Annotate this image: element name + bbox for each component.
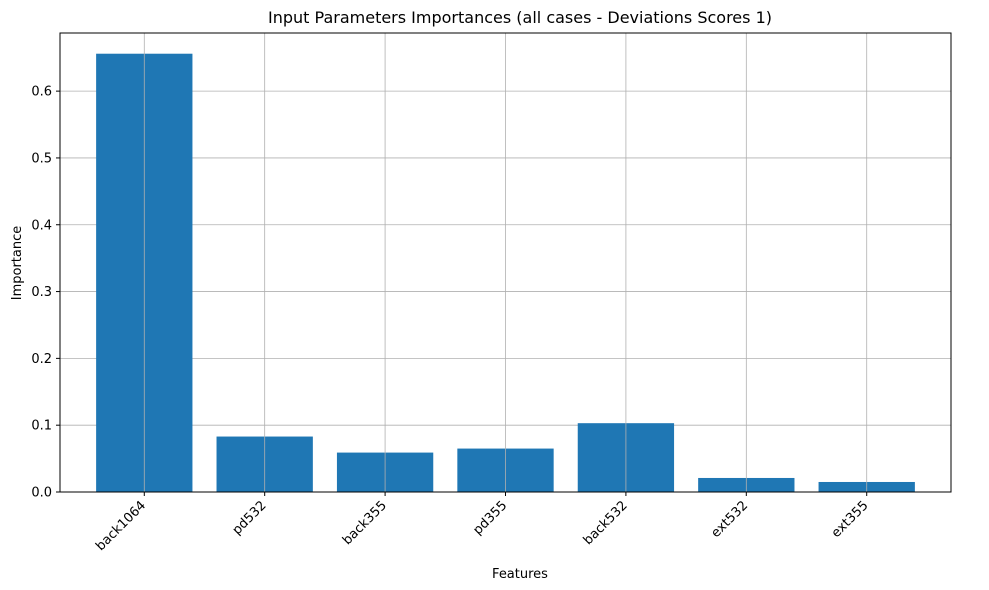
x-tick-label-pd532: pd532 — [230, 498, 270, 538]
chart-title: Input Parameters Importances (all cases … — [268, 8, 772, 27]
y-tick-label: 0.4 — [31, 218, 52, 233]
x-tick-label-back532: back532 — [581, 498, 631, 548]
x-axis-label: Features — [492, 567, 548, 582]
y-tick-label: 0.1 — [31, 419, 52, 434]
x-tick-label-ext355: ext355 — [829, 498, 872, 541]
y-tick-label: 0.2 — [31, 352, 52, 367]
y-axis-label: Importance — [10, 226, 25, 301]
x-axis-ticks: back1064 pd532 back355 pd355 back532 ext532 ex… — [93, 492, 872, 554]
x-grid-lines — [143, 33, 868, 492]
x-tick-label-back1064: back1064 — [93, 498, 149, 554]
y-tick-label: 0.3 — [31, 285, 52, 300]
x-tick-label-ext532: ext532 — [708, 498, 751, 541]
y-tick-label: 0.6 — [31, 85, 52, 100]
x-tick-label-back355: back355 — [340, 498, 390, 548]
y-axis-ticks: 0.0 0.1 0.2 0.3 0.4 0.5 0.6 — [31, 85, 60, 501]
y-tick-label: 0.5 — [31, 151, 52, 166]
x-tick-label-pd355: pd355 — [470, 498, 510, 538]
y-tick-label: 0.0 — [31, 486, 52, 501]
